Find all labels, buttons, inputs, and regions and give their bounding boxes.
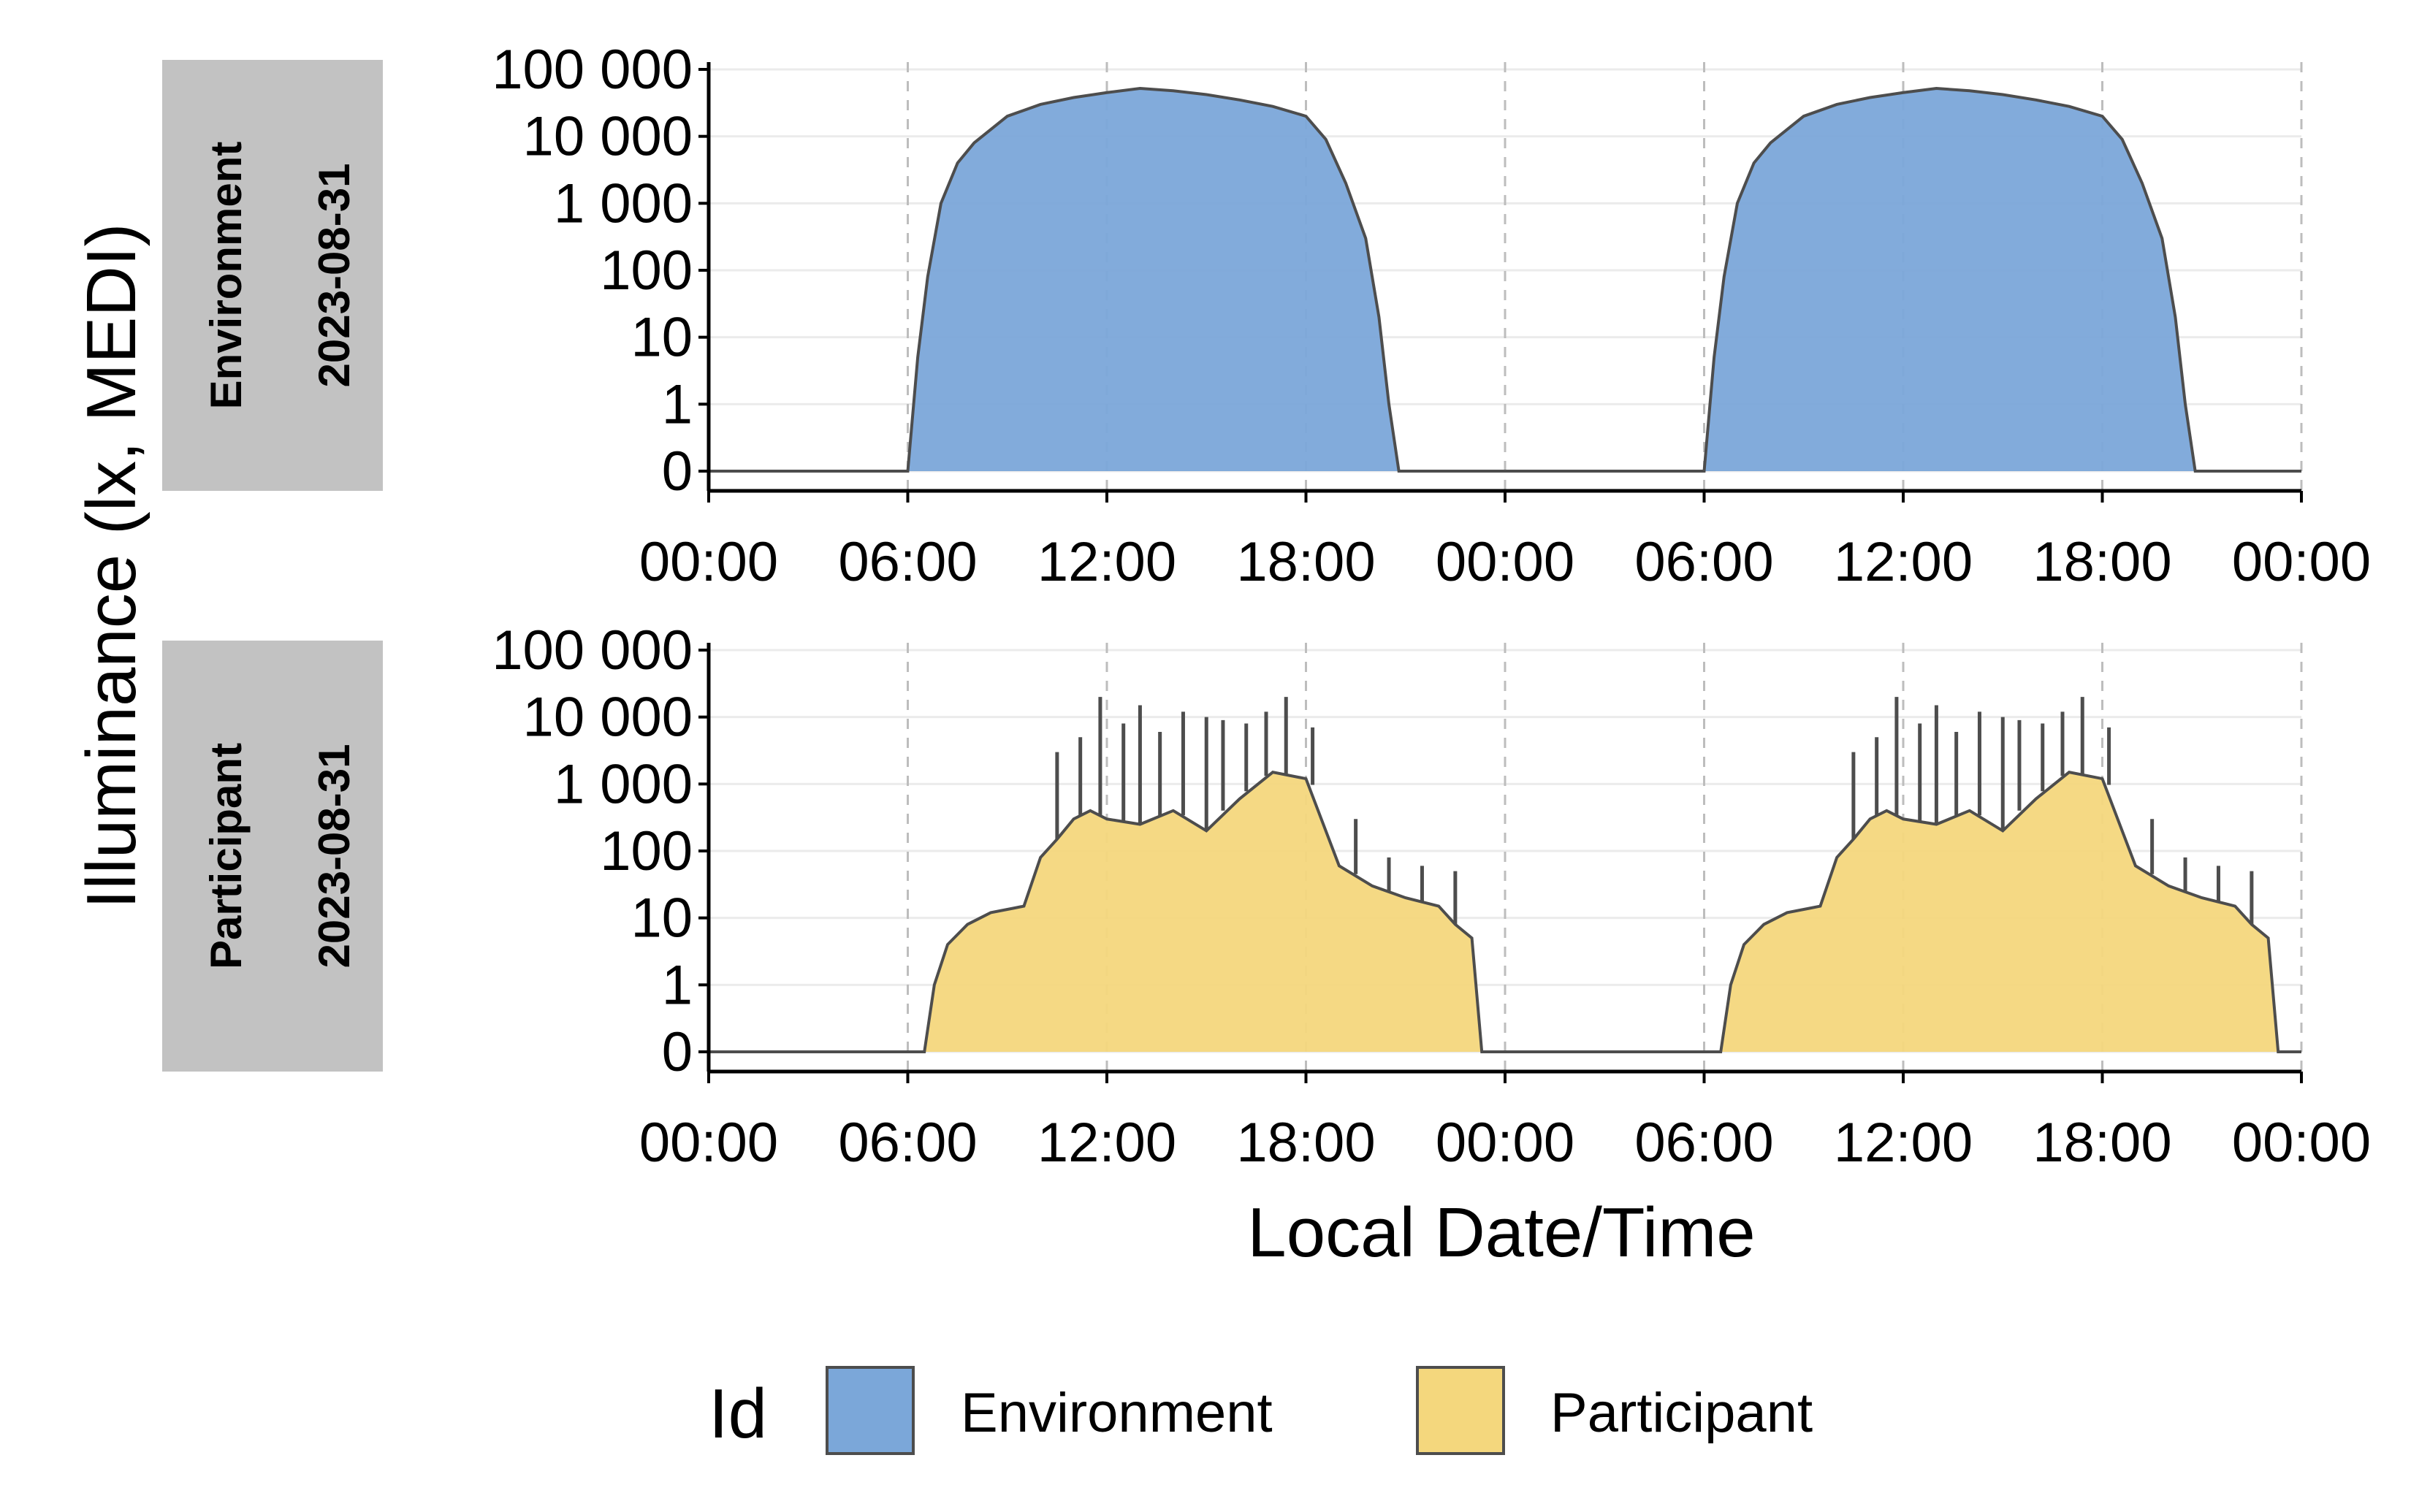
y-tick-label: 10 000 bbox=[523, 687, 693, 749]
y-tick-label: 1 bbox=[662, 373, 693, 435]
y-tick-label: 1 000 bbox=[554, 753, 693, 815]
y-tick-label: 1 bbox=[662, 954, 693, 1016]
x-tick-label: 00:00 bbox=[2232, 1112, 2371, 1174]
y-tick-label: 100 000 bbox=[492, 39, 693, 101]
series-marks bbox=[709, 87, 2301, 473]
x-tick-label: 00:00 bbox=[639, 531, 778, 593]
legend-title: Id bbox=[709, 1375, 767, 1453]
series-marks bbox=[709, 697, 2301, 1053]
legend-label-environment: Environment bbox=[961, 1382, 1273, 1444]
x-tick-label: 18:00 bbox=[1236, 531, 1375, 593]
x-tick-label: 18:00 bbox=[2033, 531, 2171, 593]
y-tick-label: 100 bbox=[600, 820, 693, 882]
x-axis-title: Local Date/Time bbox=[1247, 1194, 1755, 1272]
x-tick-label: 18:00 bbox=[1236, 1112, 1375, 1174]
x-tick-label: 18:00 bbox=[2033, 1112, 2171, 1174]
legend-key-participant bbox=[1416, 1366, 1505, 1455]
x-tick-label: 12:00 bbox=[1834, 531, 1973, 593]
line-environment bbox=[709, 87, 2301, 473]
x-tick-label: 00:00 bbox=[639, 1112, 778, 1174]
strip-background bbox=[162, 60, 383, 491]
y-tick-label: 100 bbox=[600, 240, 693, 302]
y-tick-label: 0 bbox=[662, 440, 693, 503]
x-tick-label: 00:00 bbox=[1436, 1112, 1574, 1174]
y-axis-title: Illuminance (lx, MEDI) bbox=[72, 224, 151, 909]
strip-label-id: Participant bbox=[202, 743, 251, 969]
x-tick-label: 00:00 bbox=[2232, 531, 2371, 593]
x-tick-label: 06:00 bbox=[1634, 531, 1773, 593]
x-tick-label: 12:00 bbox=[1037, 531, 1176, 593]
strip-label-id: Environment bbox=[202, 142, 251, 410]
strip-label-date: 2023-08-31 bbox=[310, 744, 359, 969]
x-tick-label: 06:00 bbox=[838, 1112, 977, 1174]
y-tick-label: 10 bbox=[631, 307, 693, 369]
legend-key-environment bbox=[826, 1366, 915, 1455]
area-environment bbox=[709, 88, 2301, 472]
x-tick-label: 06:00 bbox=[838, 531, 977, 593]
x-tick-label: 12:00 bbox=[1037, 1112, 1176, 1174]
strip-background bbox=[162, 641, 383, 1072]
x-tick-label: 12:00 bbox=[1834, 1112, 1973, 1174]
line-participant bbox=[709, 771, 2301, 1053]
area-participant bbox=[709, 772, 2301, 1052]
y-tick-label: 10 bbox=[631, 887, 693, 950]
y-tick-label: 0 bbox=[662, 1021, 693, 1083]
x-tick-label: 06:00 bbox=[1634, 1112, 1773, 1174]
strip-label-date: 2023-08-31 bbox=[310, 164, 359, 388]
y-tick-label: 10 000 bbox=[523, 106, 693, 168]
legend-label-participant: Participant bbox=[1550, 1382, 1813, 1444]
legend: Id Environment Participant bbox=[709, 1366, 1813, 1455]
y-tick-label: 100 000 bbox=[492, 619, 693, 681]
y-tick-label: 1 000 bbox=[554, 172, 693, 234]
x-tick-label: 00:00 bbox=[1436, 531, 1574, 593]
